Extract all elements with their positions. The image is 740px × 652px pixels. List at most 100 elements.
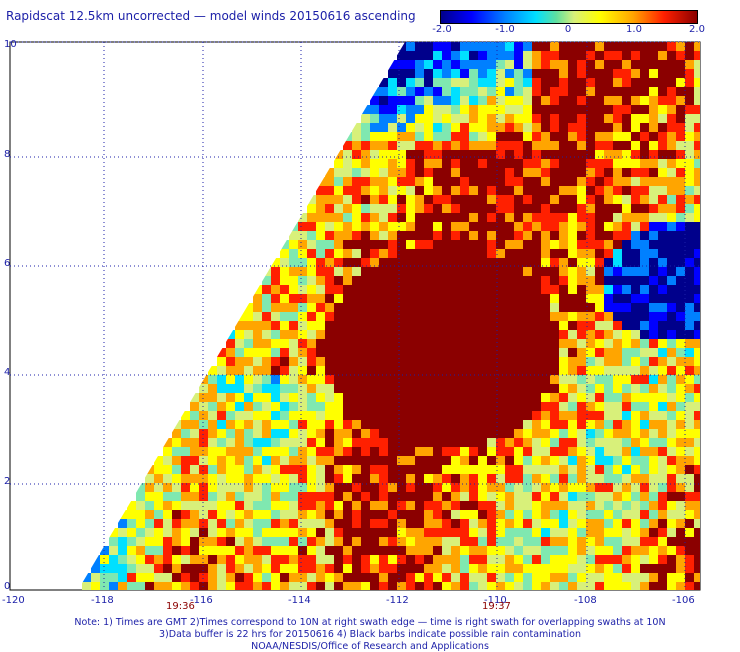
wind-cell (415, 60, 424, 69)
wind-cell (667, 492, 676, 501)
wind-cell (541, 384, 550, 393)
wind-cell (424, 294, 433, 303)
wind-cell (523, 204, 532, 213)
wind-cell (316, 555, 325, 564)
wind-cell (541, 267, 550, 276)
wind-cell (343, 456, 352, 465)
wind-cell (505, 321, 514, 330)
wind-cell (685, 483, 694, 492)
wind-cell (649, 411, 658, 420)
wind-cell (658, 294, 667, 303)
wind-cell (622, 258, 631, 267)
wind-cell (226, 357, 235, 366)
wind-cell (550, 528, 559, 537)
wind-cell (460, 87, 469, 96)
wind-cell (613, 519, 622, 528)
wind-cell (631, 438, 640, 447)
wind-cell (334, 501, 343, 510)
wind-cell (325, 294, 334, 303)
wind-cell (433, 168, 442, 177)
wind-cell (667, 456, 676, 465)
wind-cell (361, 465, 370, 474)
wind-cell (271, 465, 280, 474)
wind-cell (676, 96, 685, 105)
wind-cell (577, 483, 586, 492)
wind-cell (370, 573, 379, 582)
wind-cell (568, 213, 577, 222)
wind-cell (469, 168, 478, 177)
wind-cell (496, 366, 505, 375)
wind-cell (640, 276, 649, 285)
wind-cell (451, 177, 460, 186)
wind-cell (253, 384, 262, 393)
wind-cell (235, 393, 244, 402)
wind-cell (586, 393, 595, 402)
wind-cell (172, 519, 181, 528)
wind-cell (658, 141, 667, 150)
wind-cell (397, 177, 406, 186)
wind-cell (361, 105, 370, 114)
wind-cell (559, 69, 568, 78)
wind-cell (280, 510, 289, 519)
wind-cell (622, 582, 631, 590)
wind-cell (442, 213, 451, 222)
wind-cell (658, 348, 667, 357)
wind-cell (172, 537, 181, 546)
wind-cell (478, 528, 487, 537)
wind-cell (640, 150, 649, 159)
wind-cell (613, 114, 622, 123)
wind-cell (667, 159, 676, 168)
wind-cell (379, 501, 388, 510)
wind-cell (496, 573, 505, 582)
wind-cell (631, 429, 640, 438)
wind-cell (667, 411, 676, 420)
wind-cell (532, 105, 541, 114)
wind-cell (532, 78, 541, 87)
wind-cell (532, 447, 541, 456)
wind-cell (685, 60, 694, 69)
wind-cell (298, 420, 307, 429)
wind-cell (487, 339, 496, 348)
wind-cell (343, 213, 352, 222)
wind-cell (667, 555, 676, 564)
wind-cell (415, 258, 424, 267)
wind-cell (676, 474, 685, 483)
wind-cell (370, 312, 379, 321)
wind-cell (577, 339, 586, 348)
wind-cell (685, 429, 694, 438)
wind-cell (649, 204, 658, 213)
wind-cell (667, 96, 676, 105)
wind-cell (505, 141, 514, 150)
wind-cell (541, 510, 550, 519)
wind-cell (388, 582, 397, 590)
wind-cell (136, 501, 145, 510)
wind-cell (550, 357, 559, 366)
wind-cell (388, 168, 397, 177)
wind-cell (217, 375, 226, 384)
wind-cell (235, 402, 244, 411)
wind-cell (613, 132, 622, 141)
wind-cell (577, 51, 586, 60)
wind-cell (523, 87, 532, 96)
colorbar (440, 10, 698, 24)
wind-cell (334, 456, 343, 465)
wind-cell (505, 159, 514, 168)
wind-cell (595, 78, 604, 87)
wind-cell (541, 87, 550, 96)
wind-cell (622, 411, 631, 420)
wind-cell (658, 213, 667, 222)
wind-cell (559, 168, 568, 177)
wind-cell (397, 78, 406, 87)
wind-cell (496, 159, 505, 168)
wind-cell (451, 438, 460, 447)
wind-cell (352, 465, 361, 474)
wind-cell (460, 555, 469, 564)
wind-cell (325, 312, 334, 321)
wind-cell (586, 87, 595, 96)
wind-cell (424, 393, 433, 402)
wind-cell (631, 312, 640, 321)
wind-cell (478, 78, 487, 87)
wind-cell (451, 141, 460, 150)
wind-cell (478, 564, 487, 573)
wind-cell (388, 348, 397, 357)
